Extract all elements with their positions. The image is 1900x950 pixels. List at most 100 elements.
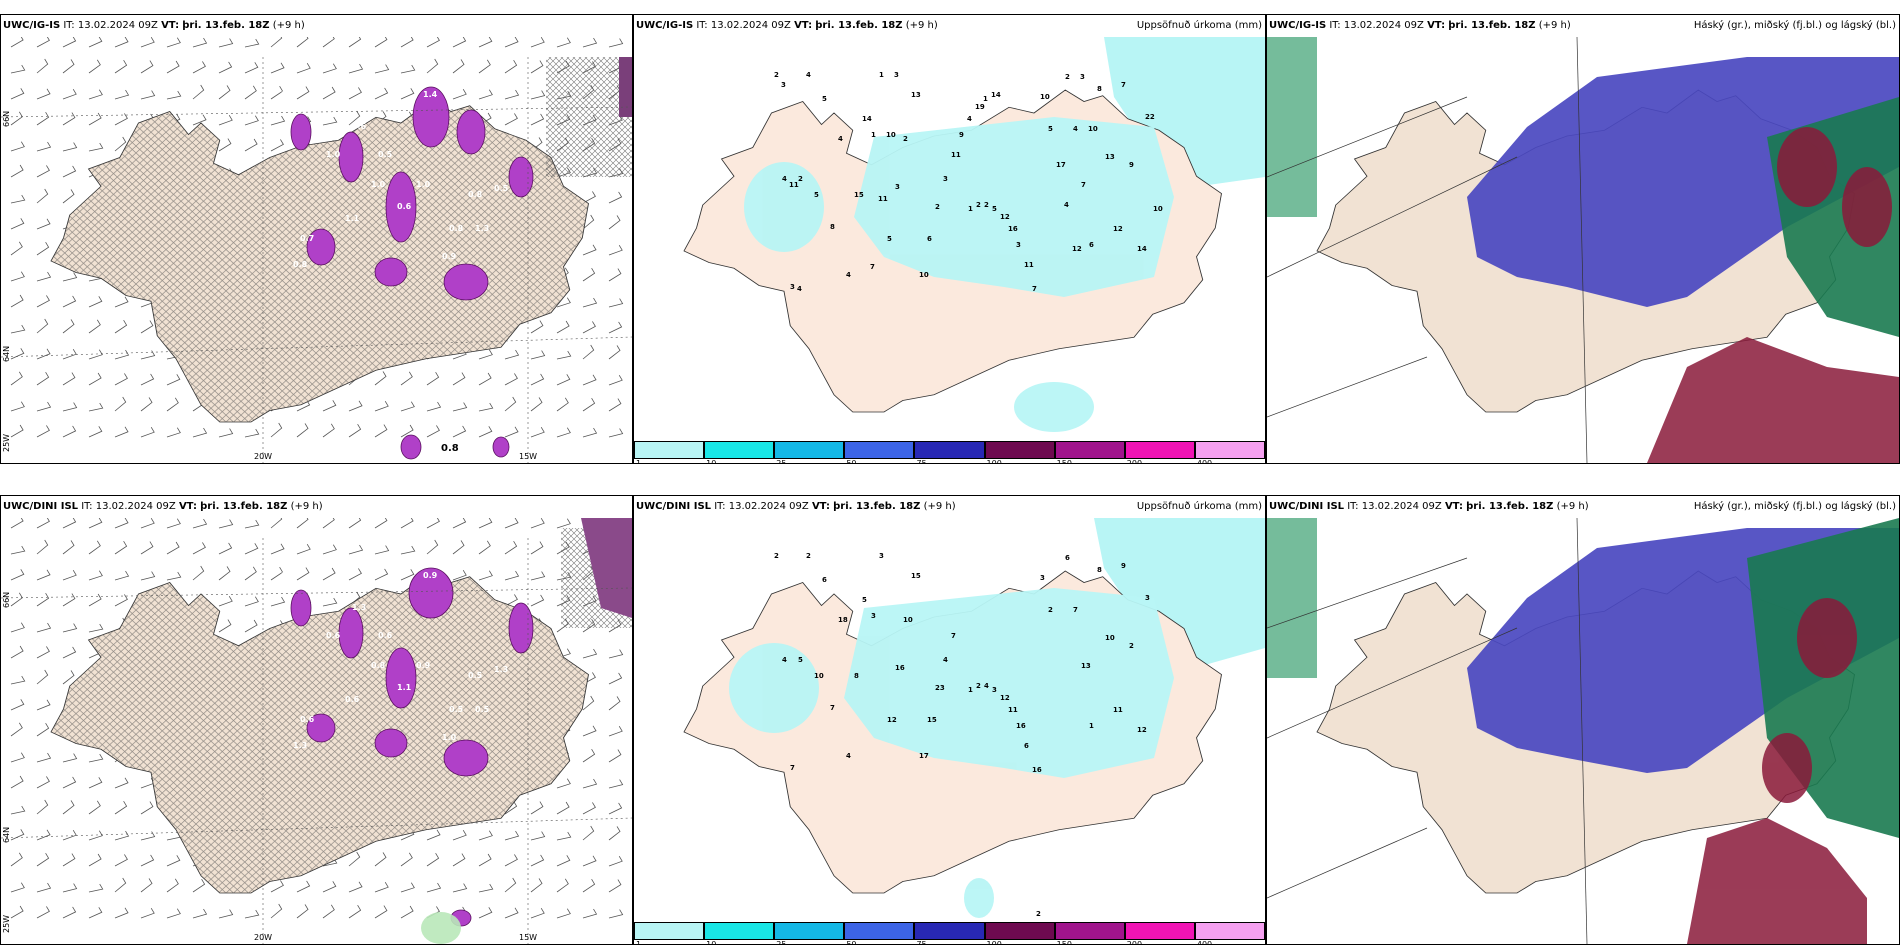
precip-value: 3 [895,183,900,191]
wind-barb [296,904,309,919]
wind-barb [244,138,258,152]
wind-barb [10,805,26,815]
wind-barb [140,854,155,867]
precip-value: 10 [1105,634,1115,642]
precip-value: 3 [790,283,795,291]
wind-barb [504,518,519,529]
wind-barb [530,541,544,555]
precip-value: 10 [1088,125,1098,133]
map-panel-precip-dini: UWC/DINI ISL IT: 13.02.2024 09Z VT: þri.… [633,495,1266,945]
panel-header: UWC/DINI ISL IT: 13.02.2024 09Z VT: þri.… [1,496,632,518]
contour-label: 0.6 [397,202,412,211]
init-time: IT: 13.02.2024 09Z [1347,501,1442,512]
contour-label: 0.9 [442,252,457,261]
wind-barb [244,519,260,529]
wind-barb [582,878,596,893]
precip-value: 4 [806,71,811,79]
wind-barb [140,831,156,841]
wind-barb [88,426,103,438]
lon-label-25w: 25W [2,434,11,452]
wind-barb [36,752,52,763]
wind-barb [504,373,518,386]
model-name: UWC/IG-IS [3,20,61,31]
wind-barb [88,883,104,893]
wind-barb [10,722,23,737]
wind-barb [426,401,442,412]
contour-label: 0.5 [449,705,464,714]
wind-barb [36,906,50,919]
init-time: IT: 13.02.2024 09Z [696,20,791,31]
wind-barb [270,903,283,919]
wind-barb [556,350,572,360]
wind-barb [296,880,311,893]
wind-barb [36,348,51,360]
precip-value: 2 [806,552,811,560]
wind-barb [218,114,233,126]
wind-barb [374,518,388,529]
wind-barb [36,569,51,581]
precip-value: 7 [790,764,795,772]
precip-value: 6 [927,235,932,243]
wind-barb [244,566,257,581]
precip-value: 2 [798,175,803,183]
wind-barb [582,695,595,711]
precip-value: 6 [1089,241,1094,249]
wind-barb [504,830,520,841]
wind-barb [10,905,24,919]
contour-label: 1.3 [293,741,307,750]
wind-barb [62,540,75,555]
wind-barb [374,545,390,555]
wind-barb [270,115,286,126]
wind-barb [530,320,544,334]
precip-value: 9 [959,131,964,139]
wind-barb [608,802,623,815]
wind-barb [608,696,621,711]
wind-barb [114,296,129,308]
precip-value: 4 [846,752,851,760]
wind-barb [582,748,596,763]
wind-barb [36,141,52,152]
wind-barb [348,400,363,412]
contour-label: 1.3 [352,603,366,612]
precip-value: 3 [1145,594,1150,602]
precip-value: 3 [1040,574,1045,582]
wind-barb [114,594,128,607]
wind-barb [166,374,181,386]
wind-barb [348,87,362,100]
wind-barb [62,646,77,659]
panel-header: UWC/DINI ISL IT: 13.02.2024 09Z VT: þri.… [1267,496,1899,518]
wind-barb [62,425,77,438]
contour-label: 0.6 [281,90,296,99]
valid-time-label: VT: [178,501,197,512]
wind-barb [114,349,130,360]
precip-value: 1 [968,205,973,213]
wind-barb [10,294,24,308]
wind-barb [582,37,598,48]
wind-barb [400,424,414,438]
precip-value: 4 [943,656,948,664]
wind-barb [10,348,25,360]
colorbar-tick: 400 [1196,459,1213,464]
wind-barb [218,595,233,607]
colorbar-swatch [1194,441,1265,459]
wind-barb [140,60,154,74]
wind-barb [608,826,621,841]
wind-barb [218,85,231,100]
wind-barb [608,191,623,204]
wind-barb [504,594,518,607]
wind-barb [348,518,362,529]
wind-barb [10,64,26,74]
wind-barb [530,571,546,581]
precip-value: 1 [879,71,884,79]
model-name: UWC/DINI ISL [3,501,79,512]
wind-barb [582,244,597,256]
wind-barb [478,372,492,386]
wind-barb [608,345,621,360]
wind-barb [10,218,25,230]
wind-barb [322,597,338,607]
wind-barb [504,907,519,919]
map-panel-wind-dini: UWC/DINI ISL IT: 13.02.2024 09Z VT: þri.… [0,495,633,945]
wind-barb [348,851,361,867]
wind-barb [244,115,259,126]
precip-value: 5 [992,205,997,213]
